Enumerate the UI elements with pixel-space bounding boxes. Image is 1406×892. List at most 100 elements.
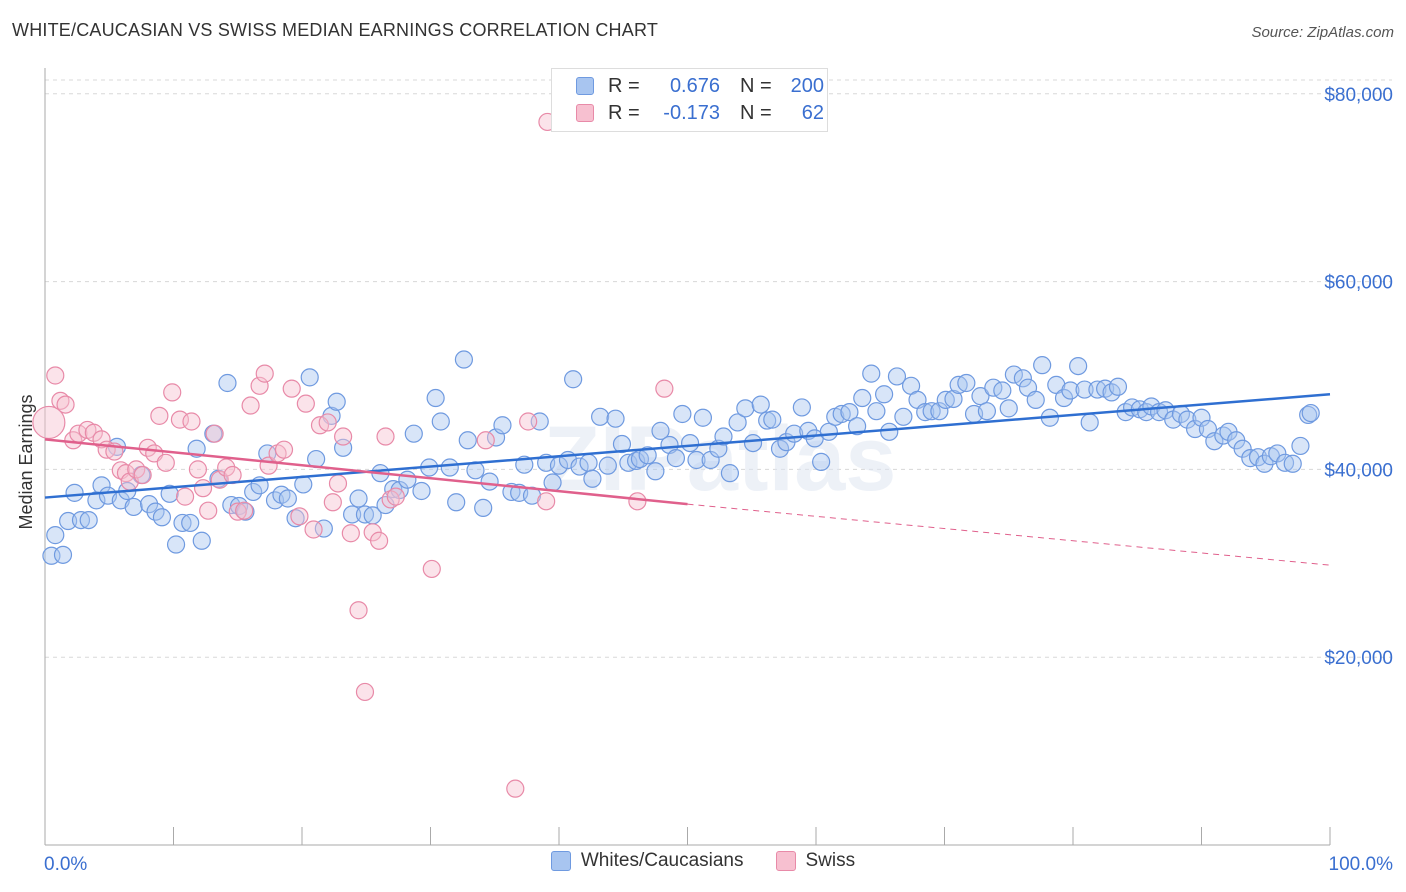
legend-r-value: 0.676: [669, 74, 720, 97]
chart-title: WHITE/CAUCASIAN VS SWISS MEDIAN EARNINGS…: [12, 20, 659, 40]
data-point-whites: [1004, 365, 1023, 384]
data-point-whites: [192, 531, 211, 550]
data-point-whites: [591, 407, 610, 426]
legend-swatch-swiss: [576, 104, 594, 122]
data-point-whites: [564, 370, 583, 389]
series-legend: Whites/Caucasians Swiss: [0, 850, 1406, 872]
y-tick-label: $20,000: [1324, 648, 1393, 669]
data-point-whites: [1108, 377, 1128, 396]
data-point-whites: [1033, 356, 1052, 375]
data-point-whites: [977, 402, 997, 421]
data-point-swiss: [32, 405, 66, 440]
data-point-whites: [1069, 356, 1088, 376]
data-point-whites: [770, 439, 790, 458]
y-tick-label: $80,000: [1324, 85, 1393, 106]
data-point-whites: [1026, 390, 1045, 410]
data-point-whites: [944, 389, 963, 409]
data-point-whites: [1301, 403, 1320, 423]
data-point-whites: [1205, 432, 1224, 451]
data-point-whites: [680, 433, 700, 453]
data-point-swiss: [323, 493, 342, 512]
data-point-whites: [880, 422, 899, 441]
data-point-whites: [1061, 381, 1080, 400]
data-point-whites: [79, 510, 98, 530]
data-point-whites: [404, 424, 423, 443]
data-point-swiss: [188, 460, 208, 479]
data-point-whites: [1054, 388, 1074, 408]
data-point-swiss: [655, 379, 674, 398]
x-tick-label: 0.0%: [44, 854, 87, 875]
legend-row-swiss: R = -0.173 N = 62: [576, 100, 824, 126]
data-point-whites: [447, 493, 466, 512]
data-point-whites: [848, 417, 867, 436]
data-point-swiss: [133, 465, 152, 485]
data-point-whites: [875, 385, 894, 404]
data-point-swiss: [175, 487, 195, 506]
legend-label-whites: Whites/Caucasians: [580, 850, 744, 871]
legend-n-label: N =: [740, 101, 772, 124]
data-point-whites: [474, 498, 493, 517]
y-tick-labels: $20,000 $40,000 $60,000 $80,000: [1324, 85, 1393, 669]
data-point-swiss: [349, 601, 368, 620]
data-point-whites: [152, 508, 172, 527]
data-point-swiss: [290, 507, 309, 526]
data-point-whites: [673, 404, 692, 424]
data-point-whites: [1291, 436, 1310, 456]
legend-r-label: R =: [608, 74, 640, 97]
data-point-whites: [840, 403, 859, 422]
data-point-whites: [862, 364, 881, 383]
data-point-swiss: [217, 458, 236, 477]
y-tick-label: $40,000: [1324, 460, 1393, 481]
data-point-whites: [327, 392, 346, 411]
legend-item-swiss[interactable]: Swiss: [775, 850, 855, 872]
data-point-swiss: [355, 682, 375, 702]
data-point-whites: [1013, 369, 1032, 388]
data-point-swiss: [170, 410, 190, 429]
data-point-whites: [1275, 453, 1295, 472]
legend-item-whites[interactable]: Whites/Caucasians: [550, 850, 744, 872]
x-tick-labels: 0.0% 100.0%: [44, 854, 1393, 875]
data-point-swiss: [150, 406, 169, 425]
data-point-whites: [812, 452, 831, 471]
legend-swatch-whites: [576, 77, 594, 95]
correlation-legend: R = 0.676 N = 200 R = -0.173 N = 62: [551, 68, 828, 132]
data-point-whites: [606, 409, 625, 428]
data-point-swiss: [422, 559, 441, 579]
data-point-whites: [792, 398, 811, 417]
trend-line-whites: [44, 393, 1331, 499]
data-point-swiss: [537, 492, 556, 511]
data-point-swiss: [296, 394, 315, 413]
data-point-whites: [458, 431, 477, 450]
data-point-whites: [244, 482, 263, 502]
data-point-whites: [139, 495, 159, 514]
data-point-whites: [480, 472, 499, 491]
data-point-swiss: [476, 431, 495, 450]
data-point-swiss: [318, 413, 337, 432]
data-point-whites: [53, 545, 73, 564]
data-point-whites: [583, 469, 602, 488]
data-point-swiss: [228, 502, 247, 521]
data-point-whites: [1192, 408, 1211, 427]
data-point-swiss: [255, 364, 274, 383]
legend-n-label: N =: [740, 74, 772, 97]
data-point-whites: [1185, 419, 1205, 439]
data-point-whites: [598, 456, 617, 475]
trend-line-swiss-extrapolated: [687, 503, 1331, 566]
data-point-swiss: [376, 427, 395, 446]
data-point-whites: [957, 373, 976, 393]
data-point-swiss: [370, 531, 389, 550]
data-point-whites: [666, 449, 686, 468]
data-point-swiss: [386, 487, 405, 506]
data-point-swiss: [519, 412, 538, 431]
axes: [44, 68, 1331, 846]
data-point-whites: [166, 535, 186, 554]
data-point-whites: [922, 402, 941, 421]
data-point-whites: [431, 412, 450, 431]
legend-swatch-swiss: [775, 851, 796, 871]
data-point-swiss: [381, 490, 400, 509]
data-point-whites: [1248, 448, 1268, 467]
data-point-whites: [1088, 380, 1107, 399]
data-point-swiss: [46, 366, 65, 385]
data-point-whites: [412, 481, 431, 501]
series-swiss-points: [32, 112, 674, 798]
